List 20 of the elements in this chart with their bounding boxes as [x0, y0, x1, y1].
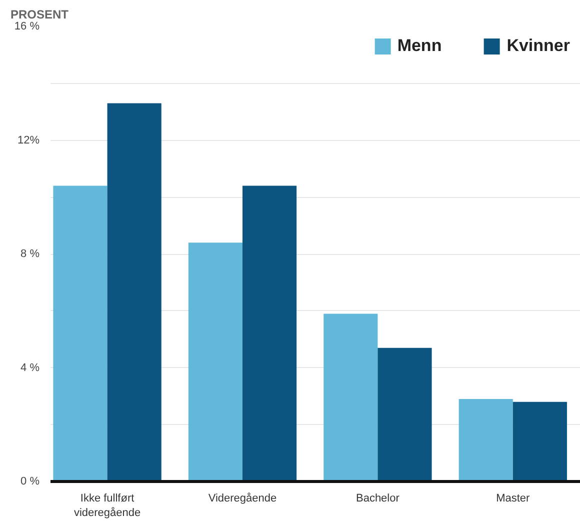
- bar: [378, 348, 432, 482]
- x-tick-label: Bachelor: [356, 492, 400, 504]
- y-tick-label: 8 %: [20, 248, 40, 260]
- bar: [188, 242, 242, 482]
- y-axis-title: PROSENT: [10, 8, 70, 22]
- bar: [458, 399, 513, 482]
- x-tick-label: Master: [496, 492, 530, 504]
- bar: [53, 186, 108, 482]
- x-tick-label: Ikke fullført videregående: [74, 492, 141, 519]
- y-tick-label: 12%: [17, 134, 40, 146]
- bar: [242, 186, 297, 482]
- legend-label: Menn: [397, 36, 442, 56]
- bar: [324, 314, 378, 482]
- legend-label: Kvinner: [506, 36, 570, 56]
- bar: [512, 402, 567, 482]
- y-tick-label: 0 %: [20, 476, 40, 488]
- y-tick-label: 4 %: [20, 362, 40, 374]
- bar: [107, 103, 162, 482]
- y-tick-label: 16 %: [14, 20, 40, 32]
- x-tick-label: Videregående: [208, 492, 277, 504]
